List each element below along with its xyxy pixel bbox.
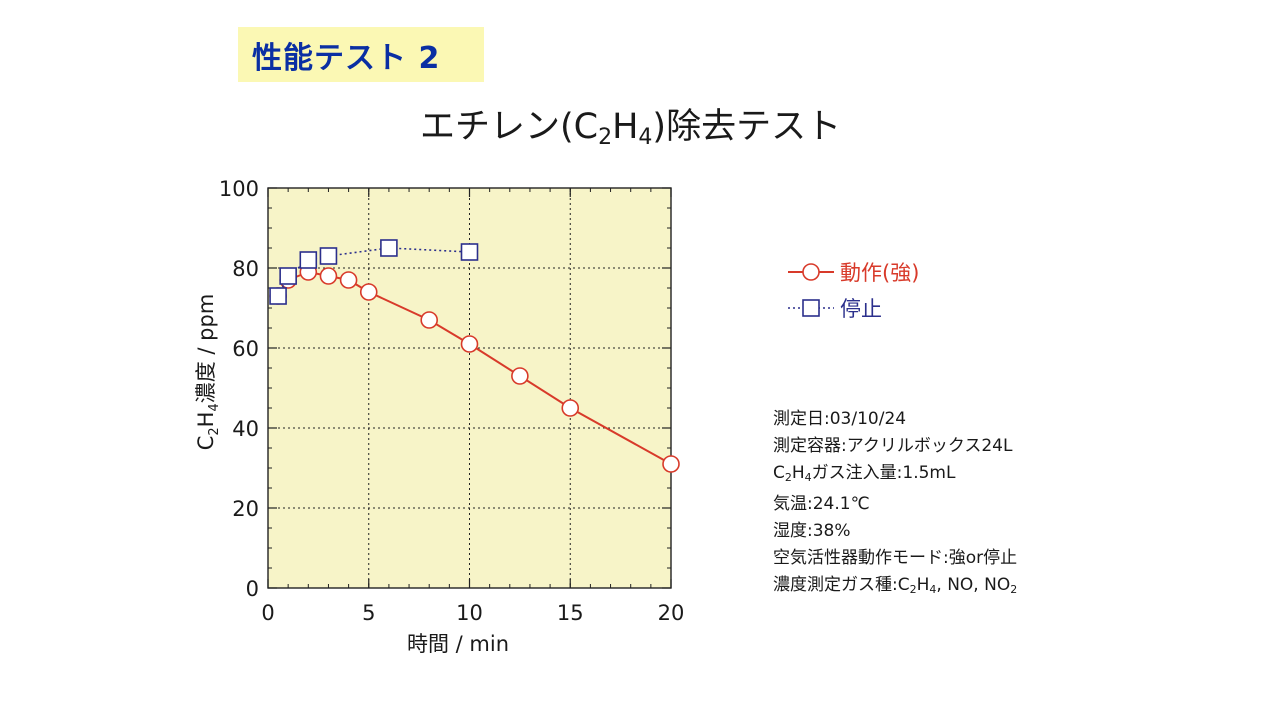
info-injection-part: H (791, 463, 805, 483)
x-tick-label: 10 (456, 601, 483, 625)
legend-label-stop: 停止 (840, 297, 882, 321)
info-gas-types: 濃度測定ガス種:C2H4, NO, NO2 (773, 572, 1017, 603)
info-date: 測定日:03/10/24 (773, 409, 907, 429)
y-tick-label: 100 (219, 177, 259, 201)
legend-marker-operation (802, 263, 820, 281)
info-temperature: 気温:24.1℃ (773, 494, 870, 514)
info-injection-sub: 2 (784, 471, 792, 484)
x-axis-label: 時間 / min (407, 632, 509, 656)
data-point-1 (279, 267, 297, 285)
legend: 動作(強) 停止 (788, 261, 919, 321)
data-point-0 (511, 367, 529, 385)
y-tick-label: 60 (232, 337, 259, 361)
data-point-0 (319, 267, 338, 285)
title-part: H (612, 107, 639, 147)
measurement-info: 測定日:03/10/24 測定容器:アクリルボックス24L C2H4ガス注入量:… (773, 406, 1017, 603)
y-tick-label: 20 (232, 497, 259, 521)
y-axis-label-part: C (194, 436, 218, 451)
title-sub: 2 (598, 125, 613, 150)
info-gas-part: , NO, NO (936, 575, 1011, 595)
info-gas-sub: 4 (929, 583, 937, 596)
info-gas-part: 濃度測定ガス種:C (773, 575, 910, 595)
info-container: 測定容器:アクリルボックス24L (773, 436, 1013, 456)
data-point-0 (359, 283, 378, 301)
title-part: )除去テスト (652, 107, 842, 147)
data-point-0 (662, 455, 680, 473)
y-tick-label: 0 (246, 577, 259, 601)
title-sub: 4 (638, 125, 653, 150)
legend-marker-stop (802, 299, 820, 317)
data-point-0 (460, 335, 479, 353)
info-injection-part: C (773, 463, 785, 483)
y-axis-label-part: 濃度 / ppm (194, 294, 218, 404)
data-point-0 (339, 271, 358, 289)
section-badge: 性能テスト 2 (238, 27, 484, 82)
x-tick-label: 15 (557, 601, 584, 625)
info-mode: 空気活性器動作モード:強or停止 (773, 548, 1018, 568)
data-point-1 (460, 243, 479, 261)
info-gas-part: H (916, 575, 930, 595)
y-axis-label-sub: 4 (207, 403, 222, 411)
info-injection: C2H4ガス注入量:1.5mL (773, 460, 1017, 491)
x-tick-label: 0 (261, 601, 274, 625)
info-injection-sub: 4 (804, 471, 812, 484)
title-part: エチレン(C (420, 107, 599, 147)
legend-label-operation: 動作(強) (840, 261, 919, 285)
y-tick-label: 80 (232, 257, 259, 281)
data-point-1 (299, 251, 318, 269)
y-axis-label-part: H (194, 412, 218, 428)
data-point-1 (269, 287, 287, 305)
plot-area: 0 5 10 15 20 0 20 40 60 80 100 (219, 177, 684, 625)
data-point-0 (561, 399, 580, 417)
data-point-1 (380, 239, 398, 257)
info-injection-part: ガス注入量:1.5mL (811, 463, 956, 483)
section-badge-label: 性能テスト 2 (252, 41, 441, 76)
y-tick-label: 40 (232, 417, 259, 441)
info-humidity: 湿度:38% (773, 521, 851, 541)
page-title: エチレン(C2H4)除去テスト (420, 98, 841, 150)
y-axis-label: C2H4濃度 / ppm (194, 294, 222, 451)
y-axis-label-sub: 2 (207, 427, 222, 435)
info-gas-sub: 2 (1010, 583, 1018, 596)
x-tick-label: 5 (362, 601, 375, 625)
data-point-0 (420, 311, 439, 329)
data-point-1 (319, 247, 338, 265)
info-gas-sub: 2 (909, 583, 917, 596)
x-tick-label: 20 (658, 601, 685, 625)
plot-frame (267, 187, 672, 589)
